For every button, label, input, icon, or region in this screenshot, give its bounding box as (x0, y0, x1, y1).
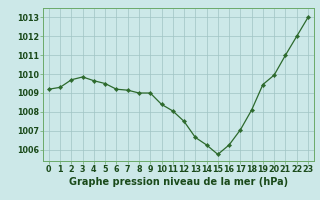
X-axis label: Graphe pression niveau de la mer (hPa): Graphe pression niveau de la mer (hPa) (69, 177, 288, 187)
